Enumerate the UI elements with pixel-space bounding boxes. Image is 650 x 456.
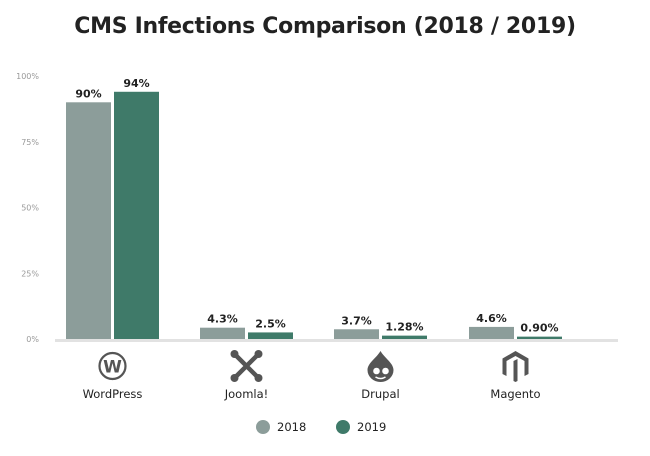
- data-label: 94%: [123, 77, 149, 90]
- legend-label-2019: 2019: [357, 420, 386, 434]
- bar-2018-magento: [469, 326, 514, 339]
- icon-shape: [502, 351, 529, 376]
- chart-title: CMS Infections Comparison (2018 / 2019): [74, 14, 576, 39]
- y-axis: 0% 25% 50% 75% 100%: [16, 72, 39, 344]
- bar-2019-drupal: [382, 335, 427, 339]
- icon-node: [230, 374, 239, 382]
- icon-ring: [98, 351, 127, 381]
- icon-eye: [382, 367, 389, 375]
- legend-marker-2018: [256, 420, 270, 434]
- bar-2018-wordpress: [66, 102, 111, 339]
- x-axis-line: [55, 339, 618, 342]
- icon-glyph: W: [103, 358, 122, 378]
- data-label: 4.3%: [207, 313, 238, 326]
- drupal-logo-icon: [367, 351, 394, 382]
- data-label: 1.28%: [385, 321, 423, 334]
- icon-node: [230, 350, 239, 358]
- category-label-joomla: Joomla!: [224, 387, 269, 401]
- icon-eye: [373, 367, 380, 375]
- legend-marker-2019: [336, 420, 350, 434]
- data-label: 90%: [75, 87, 101, 100]
- icon-drop: [367, 351, 394, 382]
- magento-logo-icon: [502, 351, 529, 382]
- icon-shape: [513, 359, 518, 382]
- icon-node: [254, 350, 263, 358]
- category-label-magento: Magento: [490, 387, 540, 401]
- data-label: 4.6%: [476, 312, 507, 325]
- data-label: 3.7%: [341, 314, 372, 327]
- legend: 2018 2019: [256, 420, 386, 434]
- data-label: 2.5%: [255, 317, 286, 330]
- y-tick-label: 50%: [21, 204, 39, 213]
- y-tick-label: 0%: [26, 335, 39, 344]
- category-label-wordpress: WordPress: [83, 387, 143, 401]
- bar-series: 90% 4.3% 3.7% 4.6% 94% 2.5% 1.28% 0.90%: [66, 77, 562, 339]
- y-tick-label: 75%: [21, 138, 39, 147]
- bar-2019-joomla: [248, 332, 293, 339]
- icon-cross: [233, 352, 260, 380]
- joomla-logo-icon: [230, 350, 263, 382]
- bar-2018-joomla: [200, 327, 245, 339]
- bar-2019-wordpress: [114, 91, 159, 339]
- x-axis-baseline: [55, 339, 618, 342]
- bar-2018-drupal: [334, 329, 379, 339]
- x-axis-categories: W WordPress Joomla! Drupal Magento: [83, 350, 541, 401]
- wordpress-logo-icon: W: [98, 351, 127, 381]
- legend-label-2018: 2018: [277, 420, 306, 434]
- bar-2019-magento: [517, 336, 562, 339]
- y-tick-label: 25%: [21, 269, 39, 278]
- category-label-drupal: Drupal: [361, 387, 399, 401]
- icon-mouth: [375, 376, 386, 380]
- y-tick-label: 100%: [16, 72, 39, 81]
- icon-node: [254, 374, 263, 382]
- data-label: 0.90%: [520, 322, 558, 335]
